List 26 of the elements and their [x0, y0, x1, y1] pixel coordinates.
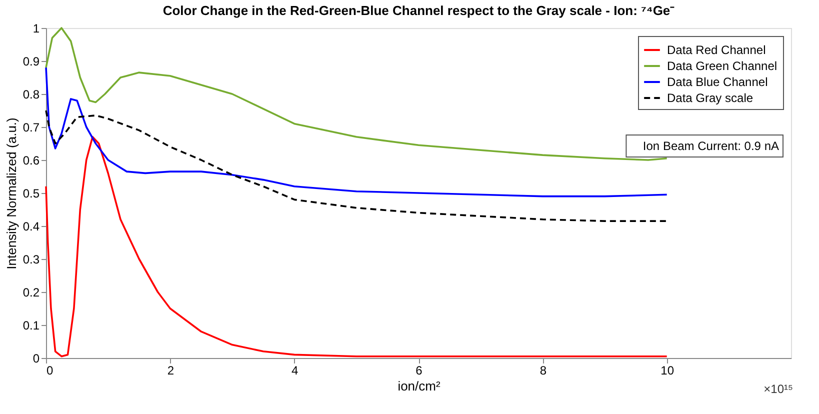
x-tick-label: 6 [416, 364, 423, 378]
y-tick-label: 0.8 [22, 88, 40, 102]
y-tick-label: 0.3 [22, 252, 40, 266]
legend-label: Data Blue Channel [667, 75, 768, 89]
annotation: Ion Beam Current: 0.9 nA [642, 139, 779, 153]
y-tick-label: 0.5 [22, 186, 40, 200]
y-tick-label: 0.7 [22, 120, 40, 134]
x-tick-label: 2 [167, 364, 174, 378]
x-tick-label: 10 [660, 364, 674, 378]
y-tick-label: 0.4 [22, 220, 40, 234]
y-tick-label: 0.1 [22, 318, 40, 332]
legend-label: Data Gray scale [667, 91, 754, 105]
y-tick-label: 0 [32, 352, 40, 366]
legend-label: Data Green Channel [667, 59, 778, 73]
y-tick-label: 0.2 [22, 286, 40, 300]
chart-title: Color Change in the Red-Green-Blue Channel respect to the Gray scale - Ion: ⁷⁴Ge⁻ [162, 3, 676, 18]
y-tick-label: 0.9 [22, 54, 40, 68]
x-tick-label: 4 [291, 364, 298, 378]
x-tick-label: 0 [46, 364, 54, 378]
y-axis-title: Intensity Normalized (a.u.) [4, 118, 19, 270]
y-tick-label: 0.6 [22, 154, 40, 168]
x-axis-title: ion/cm² [398, 378, 441, 394]
y-tick-label: 1 [32, 22, 40, 36]
x-tick-label: 8 [540, 364, 547, 378]
legend-label: Data Red Channel [667, 43, 766, 57]
text: ×10¹⁵ [764, 382, 794, 396]
